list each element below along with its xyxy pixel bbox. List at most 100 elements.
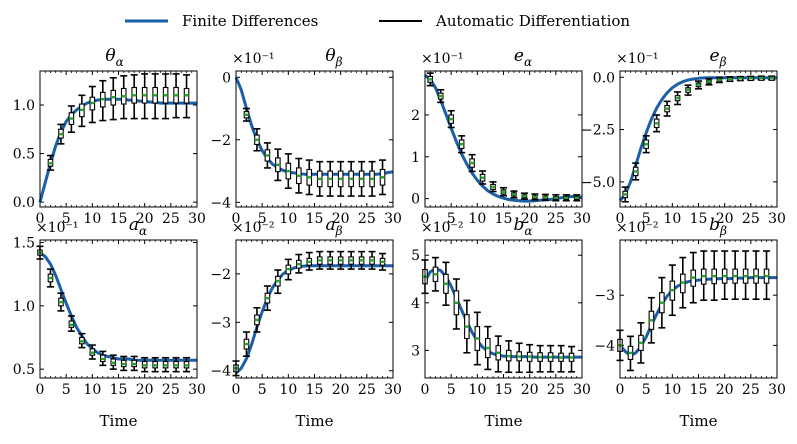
panel-title-symbol: e [514, 46, 524, 66]
x-axis-label: Time [100, 412, 138, 430]
y-tick-label: 2 [411, 108, 420, 124]
y-tick-label: 5 [411, 248, 420, 264]
y-tick-label: −4 [210, 364, 231, 380]
x-tick-label: 30 [768, 382, 786, 398]
x-tick-label: 0 [616, 211, 625, 227]
legend: Finite Differences Automatic Differentia… [125, 12, 630, 30]
axes-frame [235, 239, 394, 379]
x-tick-label: 25 [742, 382, 760, 398]
panel-title-subscript: α [116, 55, 124, 69]
panel-title: θβ [325, 46, 342, 69]
x-tick-label: 20 [332, 211, 350, 227]
finite-differences-curve [39, 251, 197, 362]
x-tick-label: 15 [495, 211, 513, 227]
x-tick-label: 20 [716, 382, 734, 398]
x-tick-label: 30 [573, 211, 591, 227]
panel-title: bα [514, 215, 533, 238]
panel-title: θα [105, 46, 123, 69]
y-tick-label: 0 [411, 192, 420, 208]
x-tick-label: 10 [83, 382, 101, 398]
panel-title-symbol: e [710, 46, 720, 66]
x-tick-label: 25 [162, 211, 180, 227]
x-axis-label: Time [680, 412, 718, 430]
x-tick-label: 15 [495, 382, 513, 398]
x-tick-label: 0 [421, 211, 430, 227]
panel-title: aα [129, 215, 147, 238]
y-tick-label: 3 [411, 343, 420, 359]
axes-frame [39, 70, 198, 208]
finite-differences-curve [234, 264, 393, 375]
x-tick-label: 20 [521, 382, 539, 398]
panel-title-subscript: β [719, 55, 727, 69]
x-tick-label: 5 [447, 382, 456, 398]
y-tick-label: 0.5 [13, 147, 35, 163]
panel-title-subscript: β [719, 224, 727, 238]
x-axis-label: Time [296, 412, 334, 430]
chart-panel-e-α: 0 5 10 15 20 25 30 0 1 2 eα ×10⁻¹ [411, 46, 591, 227]
axis-multiplier: ×10⁻² [616, 220, 659, 236]
y-tick-label: −2.5 [581, 123, 615, 139]
y-tick-label: −5.0 [581, 175, 615, 191]
axis-multiplier: ×10⁻¹ [36, 220, 79, 236]
x-tick-label: 10 [468, 382, 486, 398]
x-tick-label: 10 [663, 211, 681, 227]
axes-frame [39, 239, 198, 379]
x-tick-label: 30 [768, 211, 786, 227]
finite-differences-curve [618, 76, 777, 202]
panel-title: eα [514, 46, 532, 69]
x-tick-label: 25 [358, 382, 376, 398]
x-tick-label: 15 [110, 382, 128, 398]
chart-panel-e-β: 0 5 10 15 20 25 30 0.0 −2.5 −5.0 eβ ×10⁻¹ [581, 46, 786, 227]
y-tick-label: 1 [411, 150, 420, 166]
x-tick-label: 30 [573, 382, 591, 398]
x-tick-label: 0 [616, 382, 625, 398]
panel-title-subscript: α [524, 224, 532, 238]
finite-differences-curve [38, 97, 197, 203]
x-tick-label: 25 [162, 382, 180, 398]
x-tick-label: 20 [521, 211, 539, 227]
y-tick-label: −2 [210, 267, 231, 283]
x-tick-label: 15 [110, 211, 128, 227]
x-tick-label: 5 [642, 211, 651, 227]
axes-frame [619, 70, 778, 208]
y-tick-label: 4 [411, 296, 420, 312]
chart-panel-b-β: 0 5 10 15 20 25 30 −3 −4 bβ ×10⁻² Time [594, 215, 786, 430]
x-tick-label: 10 [468, 211, 486, 227]
y-tick-label: 0 [222, 70, 231, 86]
x-tick-label: 30 [188, 211, 206, 227]
x-tick-label: 5 [258, 382, 267, 398]
y-tick-label: 1.5 [13, 236, 35, 252]
axis-multiplier: ×10⁻¹ [232, 51, 275, 67]
panel-title: bβ [709, 215, 727, 238]
x-tick-label: 15 [306, 382, 324, 398]
x-tick-label: 10 [83, 211, 101, 227]
x-axis-label: Time [485, 412, 523, 430]
chart-panel-b-α: 0 5 10 15 20 25 30 3 4 5 bα ×10⁻² Time [411, 215, 591, 430]
chart-panel-a-α: 0 5 10 15 20 25 30 0.5 1.0 1.5 aα ×10⁻¹ Time [13, 215, 206, 430]
x-tick-label: 5 [447, 211, 456, 227]
y-tick-label: −4 [210, 195, 231, 211]
axes-frame [424, 70, 583, 208]
axis-multiplier: ×10⁻² [232, 220, 275, 236]
x-tick-label: 25 [547, 382, 565, 398]
panel-title: eβ [710, 46, 727, 69]
panel-title-symbol: b [514, 215, 525, 235]
y-tick-label: 1.0 [13, 98, 35, 114]
x-tick-label: 25 [742, 211, 760, 227]
x-tick-label: 20 [136, 382, 154, 398]
x-tick-label: 0 [232, 382, 241, 398]
panel-title-symbol: b [709, 215, 720, 235]
x-tick-label: 15 [690, 382, 708, 398]
axes-frame [424, 239, 583, 379]
x-tick-label: 20 [332, 382, 350, 398]
y-tick-label: 0.5 [13, 362, 35, 378]
y-tick-label: −4 [594, 338, 615, 354]
finite-differences-curve [424, 74, 583, 203]
x-tick-label: 5 [62, 382, 71, 398]
y-tick-label: −3 [210, 315, 231, 331]
x-tick-label: 20 [136, 211, 154, 227]
chart-panel-θ-β: 0 5 10 15 20 25 30 0 −2 −4 θβ ×10⁻¹ [210, 46, 402, 227]
